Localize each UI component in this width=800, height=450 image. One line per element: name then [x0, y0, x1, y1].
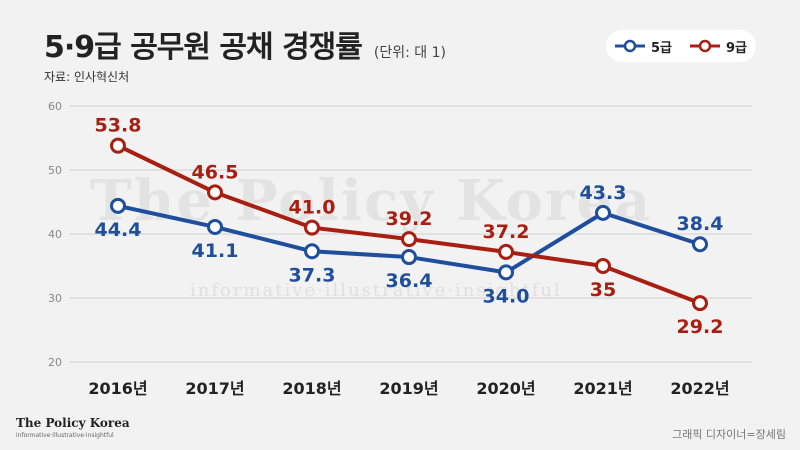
source-label: 자료: 인사혁신처 — [44, 70, 130, 84]
legend-label-grade5: 5급 — [650, 40, 672, 56]
x-tick-label-1: 2017년 — [185, 379, 244, 398]
data-point-s0-5 — [595, 204, 611, 221]
chart-title: 5·9급 공무원 공채 경쟁률 — [44, 30, 363, 65]
data-point-s1-3 — [401, 231, 417, 248]
watermark-subtitle: informative·illustrative·insightful — [190, 280, 562, 301]
y-tick-label-50: 50 — [48, 164, 62, 177]
title-row: 5·9급 공무원 공채 경쟁률 (단위: 대 1) — [44, 22, 446, 66]
data-point-s0-4 — [498, 264, 514, 281]
legend-item-grade9: 9급 — [689, 37, 747, 56]
footer-logo-tagline: informative·illustrative·insightful — [16, 432, 114, 439]
data-label-s1-3: 39.2 — [386, 208, 433, 230]
y-tick-label-60: 60 — [48, 100, 62, 113]
x-tick-label-3: 2019년 — [379, 379, 438, 398]
data-label-s1-4: 37.2 — [483, 221, 530, 243]
legend: 5급 9급 — [606, 30, 756, 62]
x-tick-label-2: 2018년 — [282, 379, 341, 398]
data-point-s1-0 — [110, 137, 126, 154]
data-label-s0-4: 34.0 — [483, 285, 530, 307]
data-point-s0-2 — [304, 243, 320, 260]
data-label-s0-6: 38.4 — [677, 213, 724, 235]
data-label-s0-3: 36.4 — [386, 270, 433, 292]
data-point-s0-0 — [110, 197, 126, 214]
y-tick-label-40: 40 — [48, 228, 62, 241]
data-point-s1-1 — [207, 184, 223, 201]
unit-label: (단위: 대 1) — [373, 45, 446, 61]
x-tick-label-6: 2022년 — [670, 379, 729, 398]
data-label-s1-6: 29.2 — [677, 316, 724, 338]
legend-marker-grade5-icon — [614, 39, 645, 53]
data-point-s1-6 — [692, 295, 708, 312]
data-point-s0-6 — [692, 236, 708, 253]
data-label-s0-5: 43.3 — [580, 182, 627, 204]
data-label-s1-0: 53.8 — [95, 115, 142, 137]
legend-marker-grade9-icon — [689, 39, 720, 53]
data-label-s0-2: 37.3 — [289, 264, 336, 286]
data-label-s1-1: 46.5 — [192, 161, 239, 183]
data-point-s0-3 — [401, 249, 417, 266]
data-point-s1-4 — [498, 243, 514, 260]
data-point-s1-2 — [304, 219, 320, 236]
x-tick-label-5: 2021년 — [573, 379, 632, 398]
data-point-s1-5 — [595, 258, 611, 274]
data-label-s0-0: 44.4 — [95, 219, 142, 241]
data-label-s1-2: 41.0 — [289, 197, 336, 219]
y-tick-label-20: 20 — [48, 356, 62, 369]
data-point-s0-1 — [207, 218, 223, 235]
x-tick-label-0: 2016년 — [88, 379, 147, 398]
data-label-s1-5: 35 — [590, 279, 616, 301]
y-tick-label-30: 30 — [48, 292, 62, 305]
legend-label-grade9: 9급 — [725, 40, 747, 56]
legend-item-grade5: 5급 — [614, 37, 672, 56]
data-label-s0-1: 41.1 — [192, 240, 239, 262]
designer-credit: 그래픽 디자이너=장세림 — [672, 428, 786, 441]
footer-logo: The Policy Korea — [16, 416, 130, 430]
x-tick-label-4: 2020년 — [476, 379, 535, 398]
